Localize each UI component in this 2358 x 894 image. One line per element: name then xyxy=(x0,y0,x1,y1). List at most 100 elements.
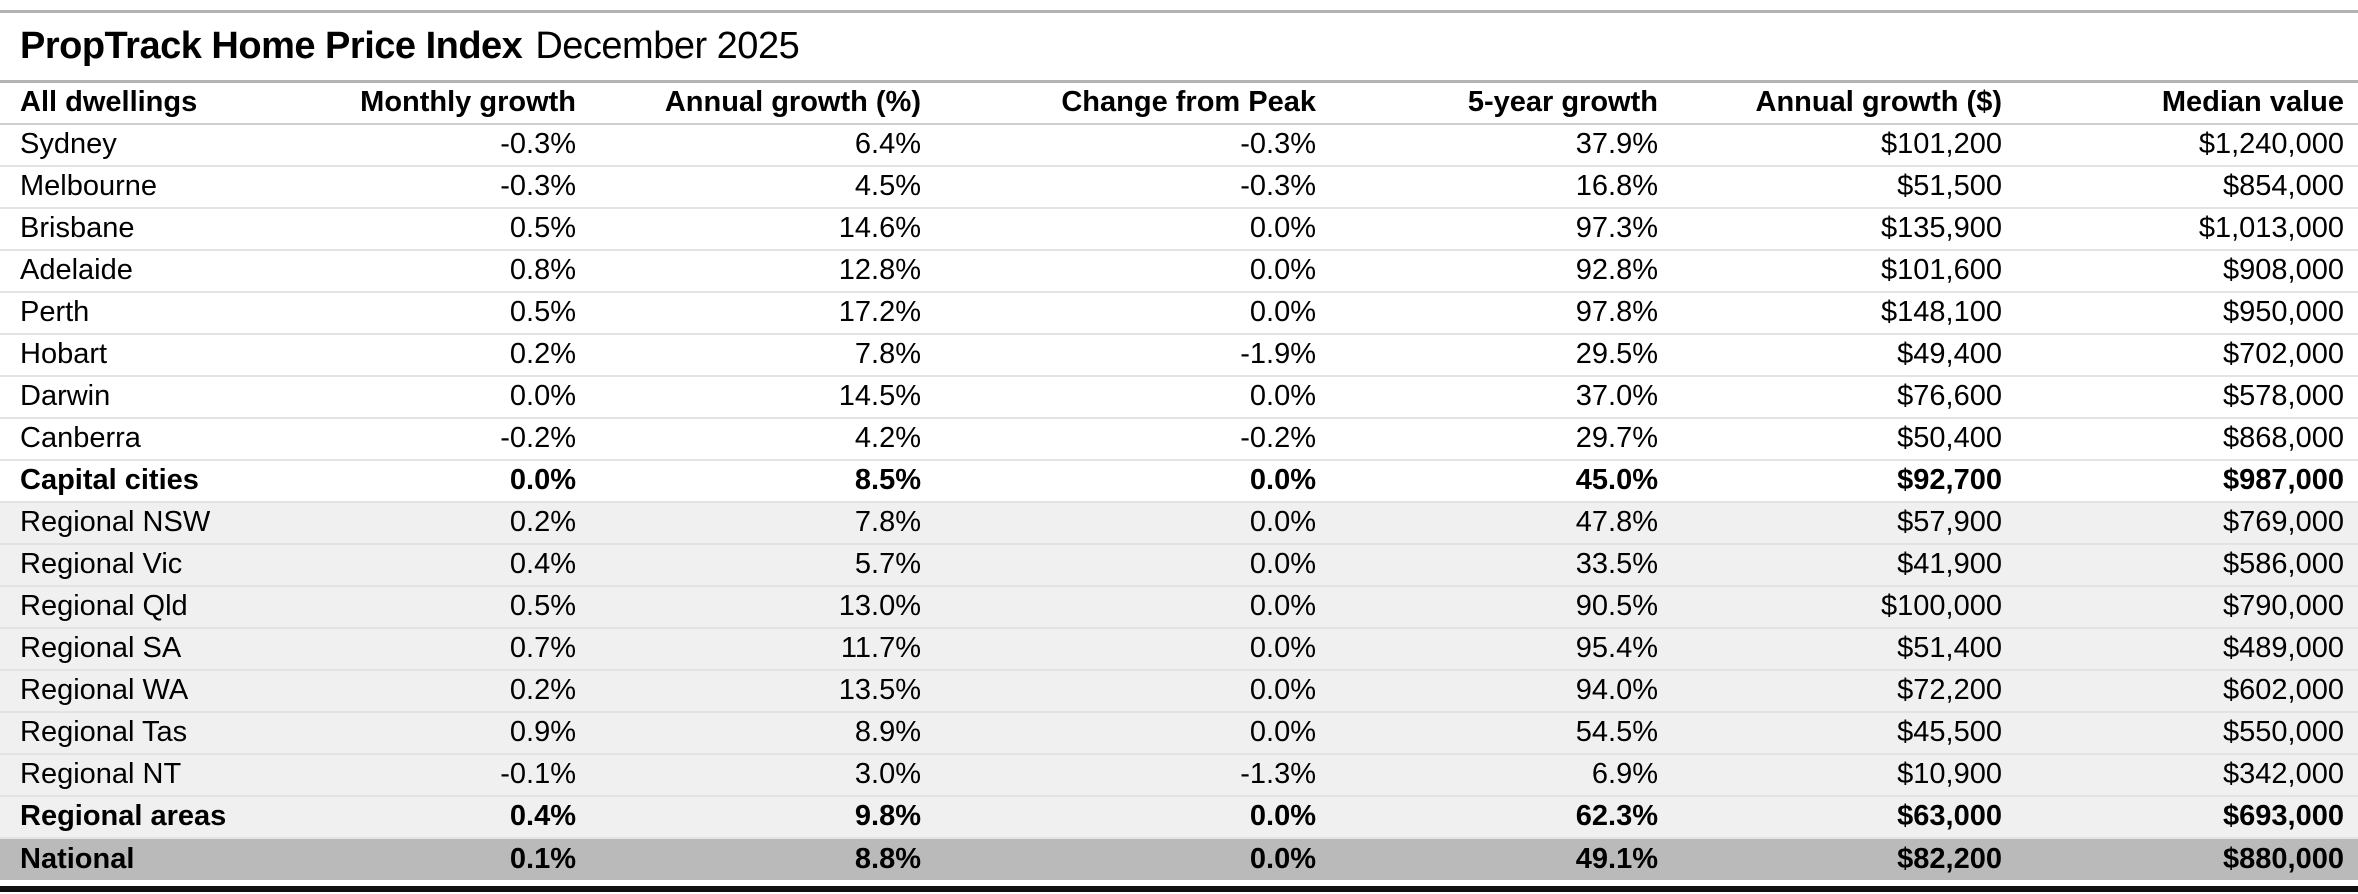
column-header-five-year-growth: 5-year growth xyxy=(1330,80,1672,125)
cell-five-year-growth: 94.0% xyxy=(1330,668,1672,712)
row-label: Regional NT xyxy=(20,758,182,790)
row-label-cell: Regional Vic xyxy=(0,542,320,586)
cell-change-from-peak: 0.0% xyxy=(935,584,1330,628)
row-label-cell: Regional NT xyxy=(0,752,320,796)
table-row: National 0.1% 8.8% 0.0% 49.1% $82,200 $8… xyxy=(0,836,2358,880)
cell-five-year-growth: 33.5% xyxy=(1330,542,1672,586)
cell-annual-growth-dollars: $49,400 xyxy=(1672,332,2016,376)
row-label: Regional Qld xyxy=(20,590,188,622)
table-row: Adelaide 0.8% 12.8% 0.0% 92.8% $101,600 … xyxy=(0,248,2358,292)
cell-five-year-growth: 97.8% xyxy=(1330,290,1672,334)
cell-annual-growth-dollars: $10,900 xyxy=(1672,752,2016,796)
cell-annual-growth-pct: 7.8% xyxy=(590,500,935,544)
row-label: Perth xyxy=(20,296,90,328)
row-label-cell: Hobart xyxy=(0,332,320,376)
row-label-cell: Regional areas xyxy=(0,794,320,838)
row-label: Hobart xyxy=(20,338,108,370)
cell-annual-growth-pct: 8.9% xyxy=(590,710,935,754)
row-label-cell: Melbourne xyxy=(0,164,320,208)
cell-median-value: $854,000 xyxy=(2016,164,2358,208)
cell-five-year-growth: 29.7% xyxy=(1330,416,1672,460)
table-row: Regional areas 0.4% 9.8% 0.0% 62.3% $63,… xyxy=(0,794,2358,838)
cell-median-value: $586,000 xyxy=(2016,542,2358,586)
row-label: Brisbane xyxy=(20,212,135,244)
cell-annual-growth-dollars: $76,600 xyxy=(1672,374,2016,418)
cell-change-from-peak: -0.3% xyxy=(935,164,1330,208)
cell-median-value: $868,000 xyxy=(2016,416,2358,460)
cell-change-from-peak: -0.3% xyxy=(1240,128,1316,160)
row-label-cell: Adelaide xyxy=(0,248,320,292)
cell-annual-growth-pct: 3.0% xyxy=(590,752,935,796)
cell-monthly-growth: -0.2% xyxy=(320,416,590,460)
cell-annual-growth-dollars: $92,700 xyxy=(1672,458,2016,502)
row-label-cell: Regional NSW xyxy=(0,500,320,544)
cell-monthly-growth: 0.5% xyxy=(320,290,590,334)
row-label: Regional SA xyxy=(20,632,182,664)
cell-five-year-growth: 62.3% xyxy=(1330,794,1672,838)
title-band: PropTrack Home Price Index December 2025 xyxy=(0,13,2358,80)
cell-change-from-peak: 0.0% xyxy=(935,794,1330,838)
cell-monthly-growth: 0.9% xyxy=(320,710,590,754)
cell-annual-growth-pct: 4.2% xyxy=(590,416,935,460)
row-label-cell: Regional Tas xyxy=(0,710,320,754)
cell-annual-growth-pct: 13.5% xyxy=(590,668,935,712)
row-label: Regional WA xyxy=(20,674,189,706)
cell-annual-growth-dollars: $72,200 xyxy=(1672,668,2016,712)
cell-change-from-peak: 0.0% xyxy=(935,668,1330,712)
row-label-cell: Regional SA xyxy=(0,626,320,670)
cell-annual-growth-pct: 7.8% xyxy=(590,332,935,376)
table-row: Regional SA 0.7% 11.7% 0.0% 95.4% $51,40… xyxy=(0,626,2358,670)
cell-annual-growth-dollars: $41,900 xyxy=(1672,542,2016,586)
cell-five-year-growth: 37.9% xyxy=(1575,128,1658,160)
row-label: Regional areas xyxy=(20,799,227,832)
bottom-rule xyxy=(0,885,2358,892)
cell-annual-growth-dollars: $57,900 xyxy=(1672,500,2016,544)
row-label-cell: Regional Qld xyxy=(0,584,320,628)
table-body: Sydney -0.3% 6.4% -0.3% 37.9% $101,200 $… xyxy=(0,123,2358,880)
cell-monthly-growth: 0.1% xyxy=(320,836,590,880)
cell-annual-growth-pct: 12.8% xyxy=(590,248,935,292)
row-label: Melbourne xyxy=(20,170,158,202)
cell-five-year-growth: 37.0% xyxy=(1330,374,1672,418)
cell-change-from-peak: 0.0% xyxy=(935,206,1330,250)
cell-monthly-growth: -0.3% xyxy=(500,128,576,160)
cell-monthly-growth: -0.1% xyxy=(320,752,590,796)
top-rule xyxy=(0,10,2358,13)
table-row: Brisbane 0.5% 14.6% 0.0% 97.3% $135,900 … xyxy=(0,206,2358,250)
cell-annual-growth-dollars: $45,500 xyxy=(1672,710,2016,754)
cell-annual-growth-pct: 8.5% xyxy=(590,458,935,502)
table-row: Darwin 0.0% 14.5% 0.0% 37.0% $76,600 $57… xyxy=(0,374,2358,418)
row-label: Adelaide xyxy=(20,254,133,286)
cell-five-year-growth: 6.9% xyxy=(1330,752,1672,796)
cell-five-year-growth: 95.4% xyxy=(1330,626,1672,670)
cell-annual-growth-dollars: $135,900 xyxy=(1672,206,2016,250)
cell-annual-growth-pct: 8.8% xyxy=(590,836,935,880)
home-price-index-table: All dwellings Monthly growth Annual grow… xyxy=(0,80,2358,880)
title-period: December 2025 xyxy=(535,25,800,67)
row-label: Regional Vic xyxy=(20,548,183,580)
table-row: Regional NSW 0.2% 7.8% 0.0% 47.8% $57,90… xyxy=(0,500,2358,544)
cell-annual-growth-pct: 11.7% xyxy=(590,626,935,670)
row-label-cell: Regional WA xyxy=(0,668,320,712)
cell-five-year-growth: 92.8% xyxy=(1330,248,1672,292)
row-label-cell: National xyxy=(0,836,320,880)
row-label-cell: Brisbane xyxy=(0,206,320,250)
table-row: Sydney -0.3% 6.4% -0.3% 37.9% $101,200 $… xyxy=(0,123,2358,166)
column-header-annual-growth-pct: Annual growth (%) xyxy=(590,80,935,125)
row-label: Regional NSW xyxy=(20,506,211,538)
cell-monthly-growth: 0.8% xyxy=(320,248,590,292)
header-row: All dwellings Monthly growth Annual grow… xyxy=(0,80,2358,125)
row-label: National xyxy=(20,842,135,875)
row-label-cell: Capital cities xyxy=(0,458,320,502)
cell-median-value: $1,240,000 xyxy=(2198,128,2344,160)
cell-annual-growth-pct: 13.0% xyxy=(590,584,935,628)
cell-monthly-growth: -0.3% xyxy=(320,164,590,208)
cell-median-value: $342,000 xyxy=(2016,752,2358,796)
column-header-change-from-peak: Change from Peak xyxy=(935,80,1330,125)
table-row: Perth 0.5% 17.2% 0.0% 97.8% $148,100 $95… xyxy=(0,290,2358,334)
cell-monthly-growth: 0.2% xyxy=(320,332,590,376)
cell-monthly-growth: 0.5% xyxy=(320,584,590,628)
cell-median-value: $489,000 xyxy=(2016,626,2358,670)
cell-median-value: $790,000 xyxy=(2016,584,2358,628)
cell-change-from-peak: 0.0% xyxy=(935,542,1330,586)
